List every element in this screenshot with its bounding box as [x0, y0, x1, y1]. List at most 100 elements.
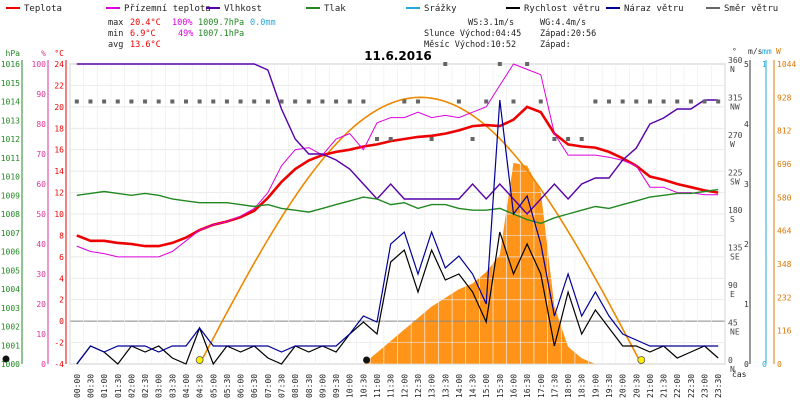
wind-direction-point — [511, 99, 516, 104]
wind-direction-point — [620, 99, 625, 104]
tick-label-pressure_hPa: 1013 — [1, 116, 20, 125]
wind-direction-point — [265, 99, 270, 104]
tick-label-wind-speed: 4 — [744, 120, 749, 129]
time-tick-label: 06:30 — [250, 374, 259, 398]
stat-moonset: Západ: — [540, 40, 571, 50]
wind-direction-point — [129, 99, 134, 104]
pressure-line — [76, 188, 719, 225]
tick-label-wind-speed: 1 — [744, 300, 749, 309]
stat-value: 100% — [172, 18, 192, 28]
legend-label: Směr větru — [724, 4, 778, 14]
tick-label-rain: 0 — [762, 360, 767, 369]
time-tick-label: 01:30 — [114, 374, 123, 398]
tick-label-solar: 0 — [777, 360, 782, 369]
wind-direction-point — [156, 99, 161, 104]
time-tick-label: 18:30 — [578, 374, 587, 398]
tick-label-pressure_hPa: 1003 — [1, 304, 20, 313]
sunset-marker — [637, 356, 646, 364]
wind-direction-point — [552, 137, 557, 141]
wind-direction-point — [415, 99, 420, 104]
wind-direction-point — [716, 99, 721, 104]
axis-unit-wind-speed: m/s — [748, 47, 763, 56]
time-tick-label: 07:00 — [264, 374, 273, 398]
time-tick-label: 09:30 — [332, 374, 341, 398]
legend-label: Teplota — [24, 4, 62, 14]
tick-label-wind-dir-name: SE — [730, 253, 740, 262]
tick-label-wind-dir-name: N — [730, 365, 735, 374]
tick-label-temperature_C: 22 — [54, 81, 64, 90]
wind-direction-point — [388, 137, 393, 141]
stat-value: max — [108, 18, 123, 28]
time-tick-label: 10:30 — [359, 374, 368, 398]
time-tick-label: 03:30 — [168, 374, 177, 398]
tick-label-temperature_C: -4 — [54, 360, 64, 369]
time-tick-label: 19:00 — [591, 374, 600, 398]
tick-label-temperature_C: 6 — [59, 253, 64, 262]
wind-direction-point — [183, 99, 188, 104]
time-tick-label: 04:00 — [182, 374, 191, 398]
wind-direction-point — [538, 99, 543, 104]
wind-direction-point — [238, 99, 243, 104]
wind-direction-point — [579, 137, 584, 141]
tick-label-pressure_hPa: 1000 — [1, 360, 20, 369]
time-tick-label: 05:00 — [209, 374, 218, 398]
stat-value: 6.9°C — [130, 29, 156, 39]
tick-label-humidity_pct: 60 — [36, 180, 46, 189]
time-tick-label: 02:30 — [141, 374, 150, 398]
axis-unit-temperature_C: °C — [54, 49, 64, 58]
tick-label-pressure_hPa: 1014 — [1, 98, 20, 107]
tick-label-rain: 1 — [762, 60, 767, 69]
wind-direction-point — [593, 99, 598, 104]
tick-label-wind-dir-name: NW — [730, 103, 740, 112]
time-tick-label: 11:30 — [387, 374, 396, 398]
time-tick-label: 20:00 — [619, 374, 628, 398]
tick-label-pressure_hPa: 1004 — [1, 285, 20, 294]
time-tick-label: 12:30 — [414, 374, 423, 398]
axis-unit-humidity_pct: % — [41, 49, 46, 58]
tick-label-wind-dir-name: E — [730, 290, 735, 299]
wind-direction-point — [224, 99, 229, 104]
wind-direction-point — [484, 99, 489, 104]
tick-label-pressure_hPa: 1012 — [1, 135, 20, 144]
time-tick-label: 22:00 — [673, 374, 682, 398]
wind-direction-point — [497, 62, 502, 66]
legend-label: Vlhkost — [224, 4, 262, 14]
sunrise-marker — [195, 356, 204, 364]
tick-label-pressure_hPa: 1015 — [1, 79, 20, 88]
time-tick-label: 06:00 — [237, 374, 246, 398]
wind-direction-point — [402, 99, 407, 104]
tick-label-solar: 812 — [777, 127, 792, 136]
wind-direction-point — [634, 99, 639, 104]
time-tick-label: 00:30 — [86, 374, 95, 398]
legend-label: Srážky — [424, 4, 457, 14]
tick-label-temperature_C: 0 — [59, 317, 64, 326]
tick-label-pressure_hPa: 1011 — [1, 154, 20, 163]
time-tick-label: 13:30 — [441, 374, 450, 398]
stat-value: 49% — [178, 29, 193, 39]
wind-direction-point — [647, 99, 652, 104]
tick-label-solar: 580 — [777, 193, 792, 202]
wind-direction-point — [197, 99, 202, 104]
tick-label-solar: 116 — [777, 327, 792, 336]
wind-direction-point — [306, 99, 311, 104]
wind-direction-point — [143, 99, 148, 104]
tick-label-pressure_hPa: 1010 — [1, 173, 20, 182]
wind-gust-line — [76, 99, 719, 365]
time-tick-label: 09:00 — [318, 374, 327, 398]
tick-label-wind-dir-name: W — [730, 140, 735, 149]
wind-direction-point — [702, 99, 707, 104]
tick-label-pressure_hPa: 1006 — [1, 248, 20, 257]
wind-direction-point — [334, 99, 339, 104]
stat-value: 1009.7hPa — [198, 18, 244, 28]
tick-label-temperature_C: -2 — [54, 339, 64, 348]
tick-label-wind-dir: 90 — [728, 281, 738, 290]
time-tick-label: 16:30 — [523, 374, 532, 398]
tick-label-humidity_pct: 0 — [41, 360, 46, 369]
time-tick-label: 16:00 — [509, 374, 518, 398]
time-tick-label: 07:30 — [278, 374, 287, 398]
axis-unit-pressure_hPa: hPa — [6, 49, 21, 58]
wind-direction-point — [74, 99, 79, 104]
wind-direction-point — [279, 99, 284, 104]
stat-wind-speed: WS:3.1m/s — [468, 18, 514, 28]
time-tick-label: 17:00 — [537, 374, 546, 398]
